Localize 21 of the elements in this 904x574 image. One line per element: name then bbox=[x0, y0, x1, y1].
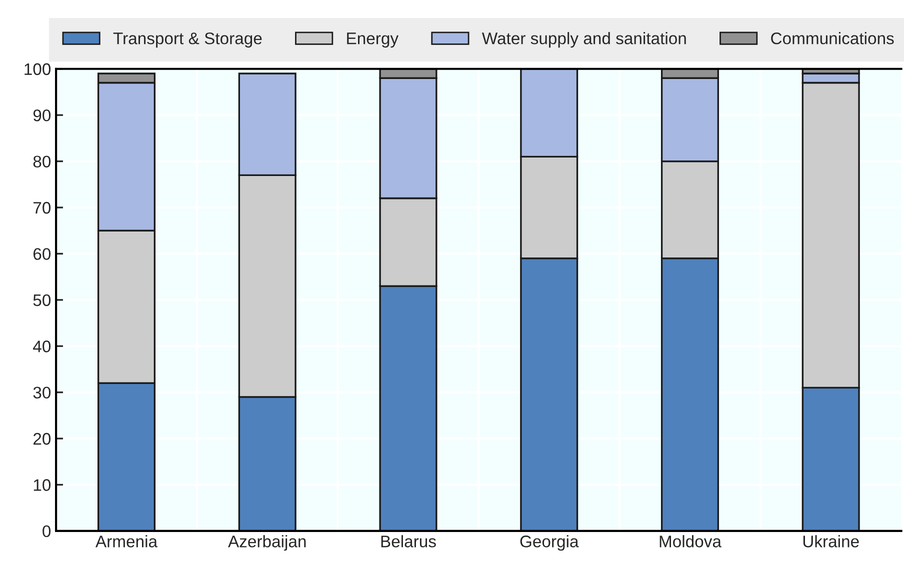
x-tick-label: Georgia bbox=[520, 535, 579, 551]
x-tick-label: Azerbaijan bbox=[228, 535, 306, 551]
legend-label: Transport & Storage bbox=[113, 32, 262, 48]
y-tick-label: 0 bbox=[42, 525, 51, 538]
legend-label: Energy bbox=[347, 32, 399, 48]
y-tick-label: 90 bbox=[33, 109, 51, 122]
y-tick-label: 30 bbox=[33, 386, 51, 399]
x-tick-label: Belarus bbox=[381, 535, 436, 548]
y-tick-label: 50 bbox=[33, 294, 51, 306]
y-tick-label: 60 bbox=[33, 248, 51, 260]
y-tick-label: 10 bbox=[34, 479, 51, 491]
x-tick-label: Moldova bbox=[660, 535, 722, 548]
y-tick-label: 40 bbox=[33, 340, 51, 352]
y-tick-label: 100 bbox=[24, 63, 51, 76]
legend-label: Communications bbox=[771, 32, 894, 44]
x-tick-label: Armenia bbox=[95, 535, 158, 548]
legend-label: Water supply and sanitation bbox=[482, 32, 686, 48]
y-tick-label: 80 bbox=[33, 156, 51, 168]
x-tick-label: Ukraine bbox=[803, 535, 859, 548]
y-tick-label: 70 bbox=[34, 202, 51, 214]
y-tick-label: 20 bbox=[33, 432, 51, 445]
